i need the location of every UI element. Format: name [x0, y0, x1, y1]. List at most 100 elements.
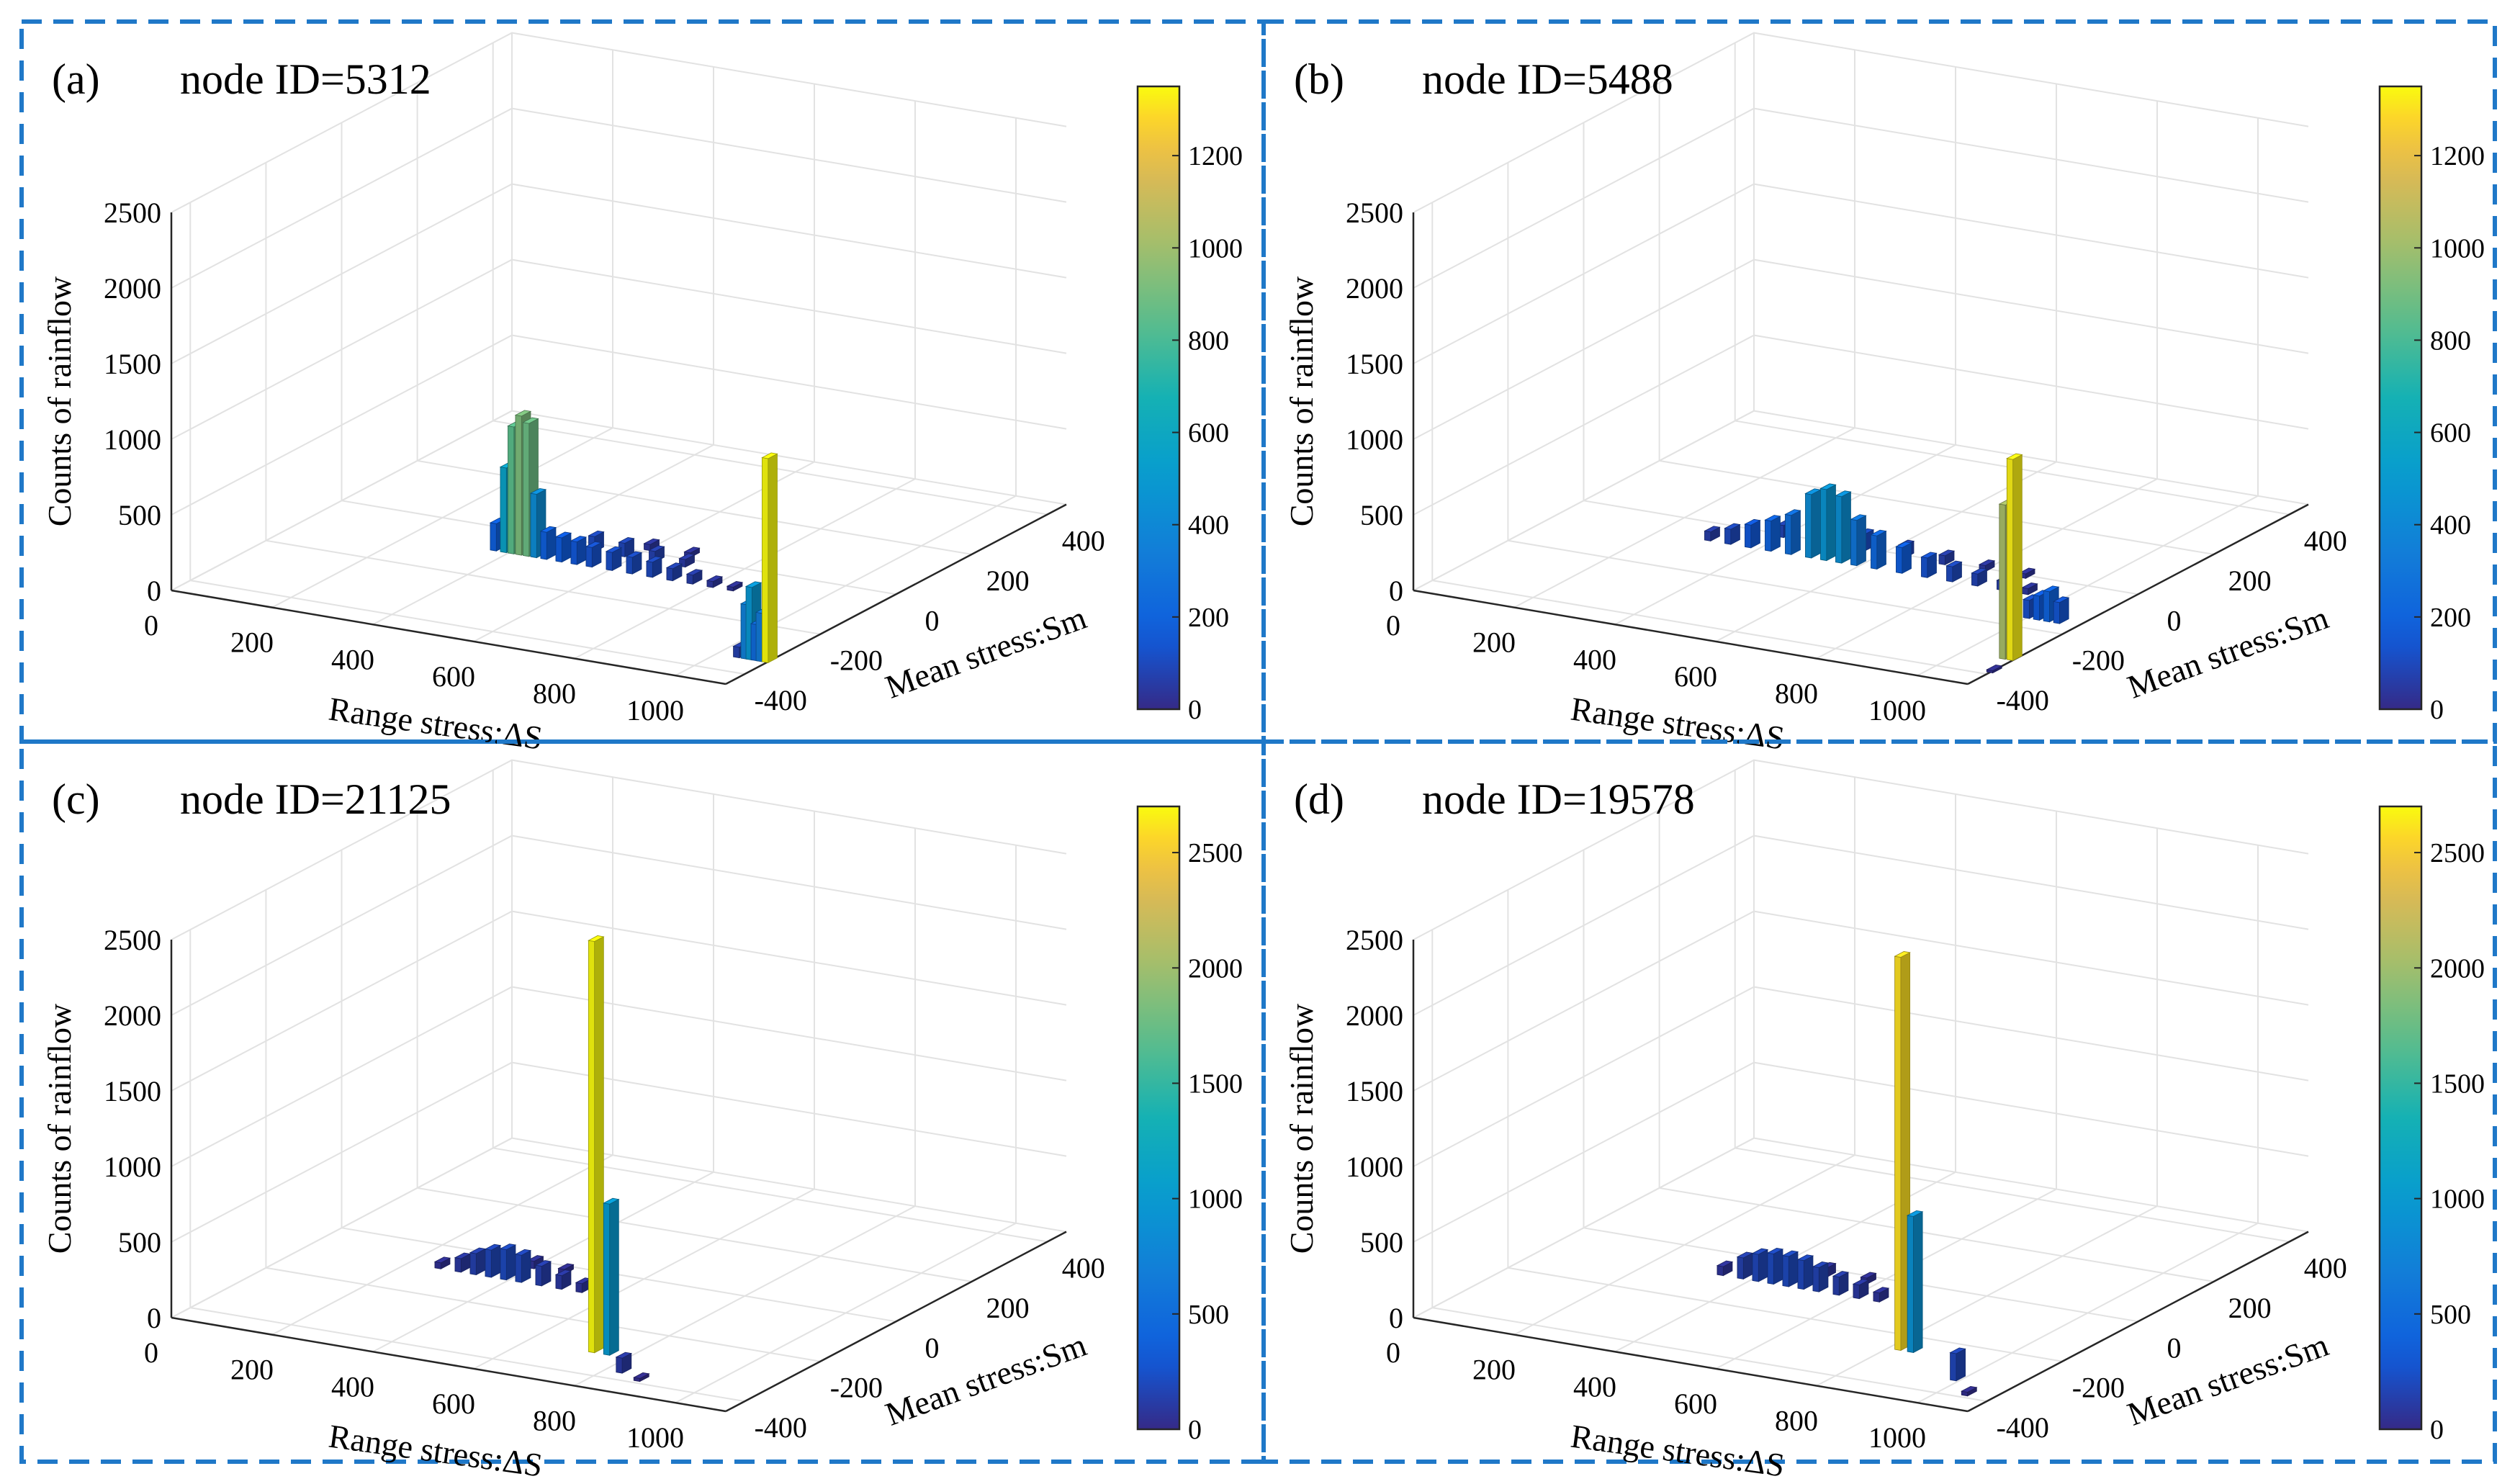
grid-line: [1431, 202, 1987, 675]
bar-face: [1945, 560, 1963, 567]
bar-face: [546, 526, 557, 560]
bar-face: [678, 553, 696, 560]
bar-face: [603, 1202, 611, 1356]
x-tick-label: 600: [432, 660, 475, 693]
bar-face: [469, 1252, 477, 1275]
z-axis-title: Counts of rainflow: [41, 276, 78, 526]
colorbar-tick-label: 1500: [2430, 1069, 2485, 1099]
grid-line: [171, 258, 1067, 440]
bar-face: [603, 1197, 620, 1205]
bar-face: [1765, 519, 1772, 552]
bar-face: [1841, 491, 1851, 564]
bar-face: [1745, 523, 1752, 549]
y-axis-line: [1967, 1231, 2309, 1413]
bar: [1751, 1248, 1769, 1282]
grid-line: [265, 889, 821, 1362]
z-tick-label: 2500: [1346, 197, 1403, 229]
y-axis-line: [1967, 503, 2309, 685]
x-tick-label: 1000: [1868, 1421, 1926, 1454]
grid-line: [574, 828, 916, 1387]
bar-face: [626, 556, 633, 575]
grid-line: [492, 770, 1048, 1243]
colorbar-tick-label: 600: [1188, 418, 1229, 449]
x-axis-line: [1413, 589, 1969, 685]
grid-line: [1734, 770, 2290, 1243]
bar: [534, 1260, 552, 1287]
grid-line: [1583, 850, 2138, 1323]
bar-face: [744, 581, 762, 588]
grid-line: [341, 122, 896, 595]
x-tick-label: 1000: [626, 694, 684, 727]
bar-face: [762, 457, 769, 663]
colorbar-tick-label: 1000: [2430, 233, 2485, 264]
panel-title: node ID=5312: [180, 55, 431, 103]
panel-label: (a): [52, 55, 100, 103]
bar-face: [1771, 516, 1781, 552]
bar-face: [1773, 1249, 1783, 1285]
bar: [522, 417, 539, 557]
bar-face: [625, 551, 643, 558]
panel-label: (b): [1294, 55, 1344, 103]
bar-face: [1956, 1348, 1966, 1382]
bar-face: [490, 522, 497, 552]
bar-face: [1805, 493, 1812, 559]
bar-face: [755, 611, 762, 662]
bar: [484, 1244, 502, 1278]
bar-face: [484, 1244, 502, 1251]
y-axis-title: Mean stress:Sm: [881, 599, 1092, 706]
grid-line: [1413, 258, 2309, 440]
bar-face: [666, 567, 673, 582]
bar-face: [1724, 528, 1732, 545]
bar: [454, 1252, 472, 1273]
bar-face: [570, 540, 577, 565]
grid-line: [171, 32, 1067, 213]
grid-line: [171, 986, 1067, 1167]
bar: [499, 1244, 517, 1281]
bar-face: [485, 1249, 492, 1278]
panel-a: 0 200 400 600 800 1000 -400 -200 0 200 400 0 500 1000…: [19, 19, 1266, 757]
bar: [1978, 559, 1996, 572]
bar-face: [706, 575, 724, 583]
bar-face: [1896, 546, 1903, 574]
bar-face: [1812, 1266, 1819, 1292]
x-axis-title: Range stress:ΔS: [1568, 1418, 1786, 1484]
grid-line: [1513, 50, 1855, 608]
z-tick-label: 2500: [1346, 924, 1403, 956]
bar-face: [665, 562, 683, 570]
y-tick-label: 200: [986, 565, 1030, 597]
x-tick-label: 200: [1472, 626, 1516, 659]
bar-face: [2018, 567, 2036, 575]
bar-face: [515, 415, 522, 556]
bar: [1764, 515, 1781, 552]
colorbar-tick-label: 1000: [1188, 233, 1243, 264]
bar: [2006, 453, 2023, 662]
grid-line: [171, 410, 1067, 591]
bar-face: [555, 1274, 562, 1290]
bar-face: [1894, 951, 1911, 958]
bar-face: [606, 551, 613, 571]
y-tick-label: 400: [2304, 524, 2347, 557]
bar-face: [1803, 1255, 1814, 1290]
bar-face: [1835, 495, 1843, 564]
bar-face: [1856, 515, 1866, 567]
bar-face: [683, 547, 701, 554]
bar-face: [2052, 596, 2070, 603]
grid-line: [1816, 828, 2158, 1387]
bar-face: [1766, 1248, 1784, 1254]
bar: [1945, 560, 1963, 583]
bar-face: [539, 526, 557, 533]
bar-face: [1785, 513, 1792, 555]
bar-face: [646, 560, 653, 578]
grid: [171, 759, 1067, 1404]
grid-line: [171, 334, 1067, 516]
z-tick-label: 2000: [104, 272, 161, 305]
grid-line: [271, 777, 613, 1336]
bar: [1804, 488, 1822, 559]
bar-face: [555, 536, 562, 563]
bar-face: [2023, 598, 2030, 619]
bar-face: [726, 581, 744, 588]
bar-face: [1961, 1385, 1978, 1393]
bar-face: [1938, 549, 1956, 557]
bar-face: [1850, 514, 1867, 521]
